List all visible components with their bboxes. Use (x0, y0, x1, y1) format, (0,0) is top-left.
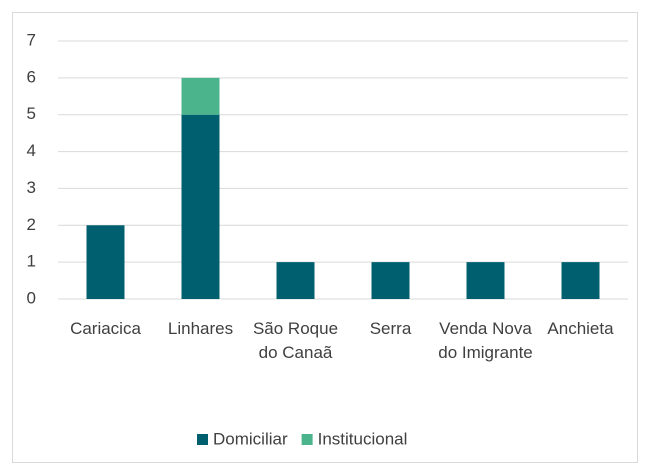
bar-segment (371, 262, 410, 299)
legend-label: Institucional (318, 429, 408, 448)
bar-segment (466, 262, 505, 299)
y-tick-label: 1 (27, 252, 36, 271)
x-tick-label: Cariacica (70, 319, 141, 338)
y-tick-label: 6 (27, 67, 36, 86)
x-tick-label: São Roque do Canaã (252, 319, 339, 362)
x-tick-label: Venda Nova do Imigrante (438, 319, 533, 362)
y-tick-label: 3 (27, 178, 36, 197)
legend-label: Domiciliar (213, 429, 288, 448)
bar-segment (276, 262, 315, 299)
legend-swatch (301, 434, 313, 445)
y-tick-label: 7 (27, 30, 36, 49)
bar-segment (561, 262, 600, 299)
bar-segment (181, 77, 220, 115)
x-tick-label: Anchieta (547, 319, 614, 338)
y-tick-label: 0 (27, 288, 36, 307)
bar-segment (86, 225, 125, 299)
y-tick-label: 5 (27, 104, 36, 123)
bar-segment (181, 114, 220, 299)
y-tick-label: 2 (27, 215, 36, 234)
x-tick-label: Linhares (167, 319, 234, 338)
legend-swatch (197, 434, 208, 445)
y-tick-label: 4 (27, 141, 36, 160)
x-tick-label: Serra (369, 319, 412, 338)
